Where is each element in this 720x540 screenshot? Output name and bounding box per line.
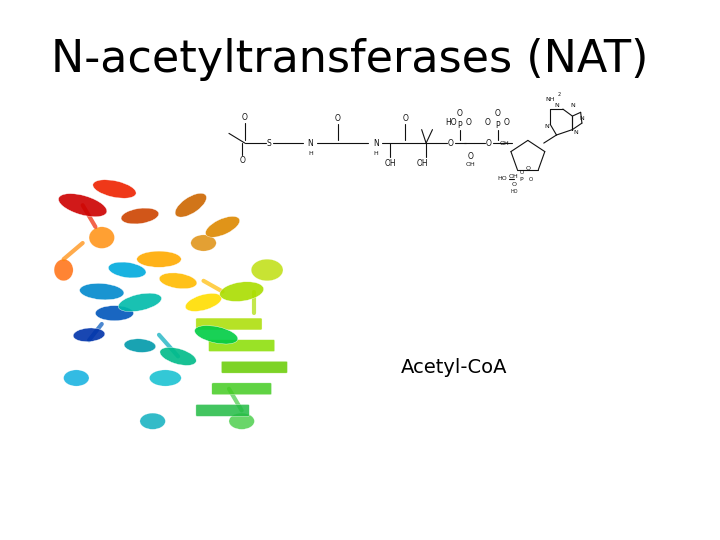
Ellipse shape (108, 262, 146, 278)
Text: N-acetyltransferases (NAT): N-acetyltransferases (NAT) (51, 38, 648, 81)
Text: O: O (466, 118, 472, 127)
Ellipse shape (159, 273, 197, 289)
Text: H: H (374, 151, 378, 157)
Text: Acetyl-CoA: Acetyl-CoA (400, 357, 507, 377)
FancyBboxPatch shape (221, 361, 287, 373)
Ellipse shape (95, 306, 133, 321)
Text: O: O (504, 118, 510, 127)
Text: O: O (485, 118, 491, 127)
Text: N: N (544, 124, 549, 130)
Ellipse shape (93, 180, 136, 198)
Ellipse shape (73, 328, 105, 342)
Text: O: O (402, 114, 408, 123)
FancyBboxPatch shape (196, 318, 262, 330)
Ellipse shape (121, 208, 159, 224)
Text: O: O (468, 152, 474, 161)
Text: OH: OH (466, 162, 475, 167)
Ellipse shape (160, 347, 197, 366)
Text: O: O (485, 139, 491, 147)
Text: N: N (570, 103, 575, 108)
Text: HO: HO (446, 118, 457, 127)
Ellipse shape (137, 251, 181, 267)
Ellipse shape (220, 282, 264, 301)
Text: O: O (529, 177, 534, 182)
Ellipse shape (185, 293, 222, 312)
Ellipse shape (191, 235, 216, 251)
FancyBboxPatch shape (196, 404, 249, 416)
Ellipse shape (194, 326, 238, 344)
FancyBboxPatch shape (212, 383, 271, 395)
Ellipse shape (140, 413, 166, 429)
Text: P: P (457, 122, 462, 130)
Text: OH: OH (417, 159, 428, 167)
Ellipse shape (63, 370, 89, 386)
Text: H: H (308, 151, 312, 157)
Text: N: N (554, 103, 559, 108)
FancyBboxPatch shape (209, 340, 275, 352)
Text: O: O (519, 170, 523, 176)
Text: HO: HO (510, 189, 518, 194)
Text: HO: HO (498, 176, 508, 181)
Ellipse shape (150, 370, 181, 386)
Ellipse shape (54, 259, 73, 281)
Text: N: N (580, 116, 585, 122)
Ellipse shape (80, 284, 124, 300)
Text: S: S (266, 139, 271, 147)
Text: O: O (239, 156, 246, 165)
Text: O: O (447, 139, 453, 147)
Text: NH: NH (545, 97, 555, 103)
Text: P: P (495, 122, 500, 130)
Text: N: N (573, 130, 578, 135)
Text: N: N (373, 139, 379, 147)
Text: O: O (495, 109, 501, 118)
Text: 2: 2 (558, 92, 561, 97)
Text: OH: OH (508, 174, 518, 179)
Ellipse shape (58, 194, 107, 217)
Text: O: O (335, 114, 341, 123)
Text: O: O (242, 113, 248, 122)
Text: OH: OH (499, 141, 509, 146)
Text: N: N (307, 139, 313, 147)
Ellipse shape (175, 193, 207, 217)
Ellipse shape (205, 217, 240, 237)
Text: P: P (520, 177, 523, 182)
Text: O: O (526, 166, 531, 171)
Ellipse shape (229, 413, 254, 429)
Text: OH: OH (384, 159, 396, 167)
Ellipse shape (89, 227, 114, 248)
Ellipse shape (124, 339, 156, 353)
Ellipse shape (118, 293, 161, 312)
Text: O: O (457, 109, 463, 118)
Text: O: O (511, 182, 516, 187)
Ellipse shape (251, 259, 283, 281)
